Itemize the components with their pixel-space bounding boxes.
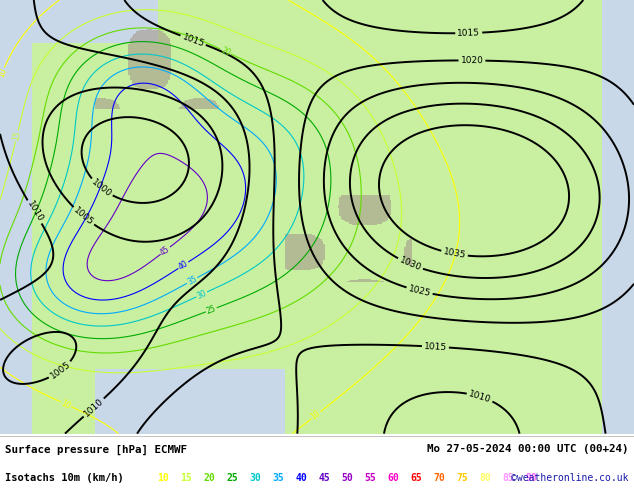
Text: Surface pressure [hPa] ECMWF: Surface pressure [hPa] ECMWF xyxy=(5,444,187,455)
Text: 40: 40 xyxy=(295,472,307,483)
Text: ©weatheronline.co.uk: ©weatheronline.co.uk xyxy=(512,472,629,483)
Text: 10: 10 xyxy=(60,398,72,411)
Text: 55: 55 xyxy=(365,472,376,483)
Text: 1015: 1015 xyxy=(457,28,481,38)
Text: 1015: 1015 xyxy=(424,342,447,352)
Text: 45: 45 xyxy=(318,472,330,483)
Text: 10: 10 xyxy=(157,472,169,483)
Text: 1005: 1005 xyxy=(48,360,72,381)
Text: 1000: 1000 xyxy=(89,177,113,199)
Text: 25: 25 xyxy=(205,304,217,316)
Text: 1035: 1035 xyxy=(443,247,467,260)
Text: 50: 50 xyxy=(341,472,353,483)
Text: Mo 27-05-2024 00:00 UTC (00+24): Mo 27-05-2024 00:00 UTC (00+24) xyxy=(427,444,629,454)
Text: 65: 65 xyxy=(410,472,422,483)
Text: 1030: 1030 xyxy=(398,255,423,273)
Text: 15: 15 xyxy=(11,130,22,142)
Text: 35: 35 xyxy=(186,274,198,287)
Text: 30: 30 xyxy=(249,472,261,483)
Text: 10: 10 xyxy=(0,67,8,79)
Text: 30: 30 xyxy=(195,288,208,300)
Text: 1010: 1010 xyxy=(467,389,492,404)
Text: 20: 20 xyxy=(204,472,215,483)
Text: 1005: 1005 xyxy=(72,205,95,227)
Text: 60: 60 xyxy=(387,472,399,483)
Text: 85: 85 xyxy=(502,472,514,483)
Text: 1025: 1025 xyxy=(407,284,432,298)
Text: 1015: 1015 xyxy=(181,32,205,49)
Text: 45: 45 xyxy=(158,244,172,257)
Text: 15: 15 xyxy=(180,472,192,483)
Text: Isotachs 10m (km/h): Isotachs 10m (km/h) xyxy=(5,472,124,483)
Text: 25: 25 xyxy=(226,472,238,483)
Text: 75: 75 xyxy=(456,472,468,483)
Text: 70: 70 xyxy=(434,472,445,483)
Text: 1010: 1010 xyxy=(25,200,44,224)
Text: 1020: 1020 xyxy=(460,56,483,65)
Text: 90: 90 xyxy=(526,472,537,483)
Text: 20: 20 xyxy=(219,46,232,58)
Text: 80: 80 xyxy=(479,472,491,483)
Text: 1010: 1010 xyxy=(82,396,105,418)
Text: 10: 10 xyxy=(309,409,323,422)
Text: 35: 35 xyxy=(272,472,284,483)
Text: 40: 40 xyxy=(177,259,190,271)
